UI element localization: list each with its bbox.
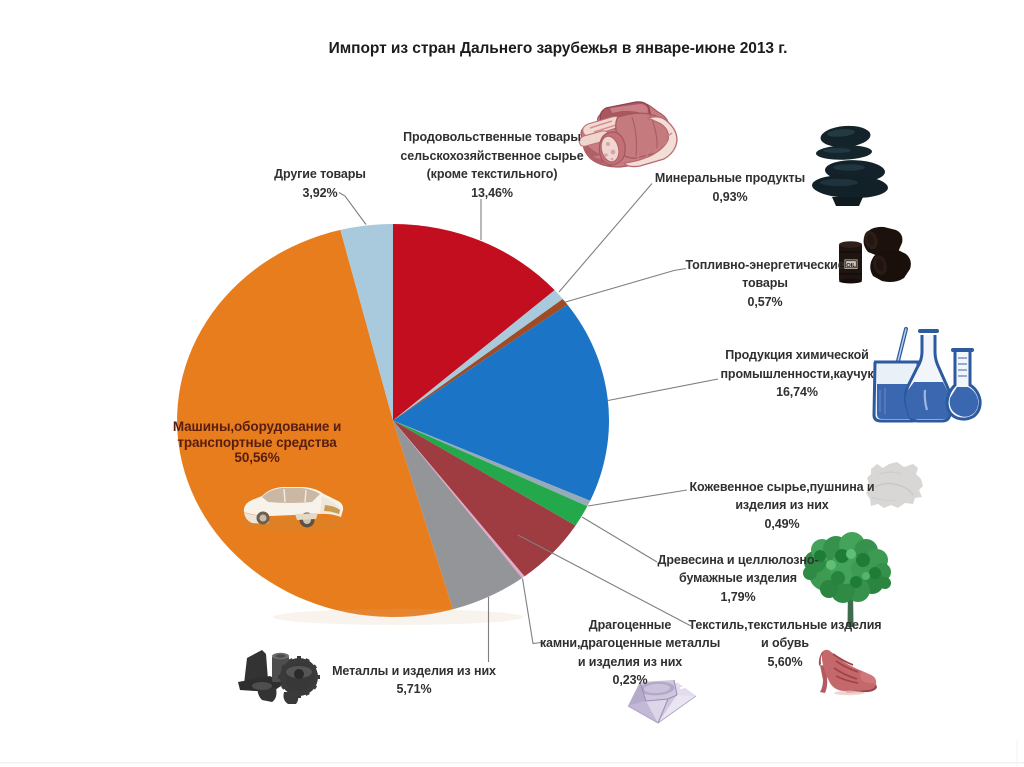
- svg-text:OIL: OIL: [846, 263, 856, 269]
